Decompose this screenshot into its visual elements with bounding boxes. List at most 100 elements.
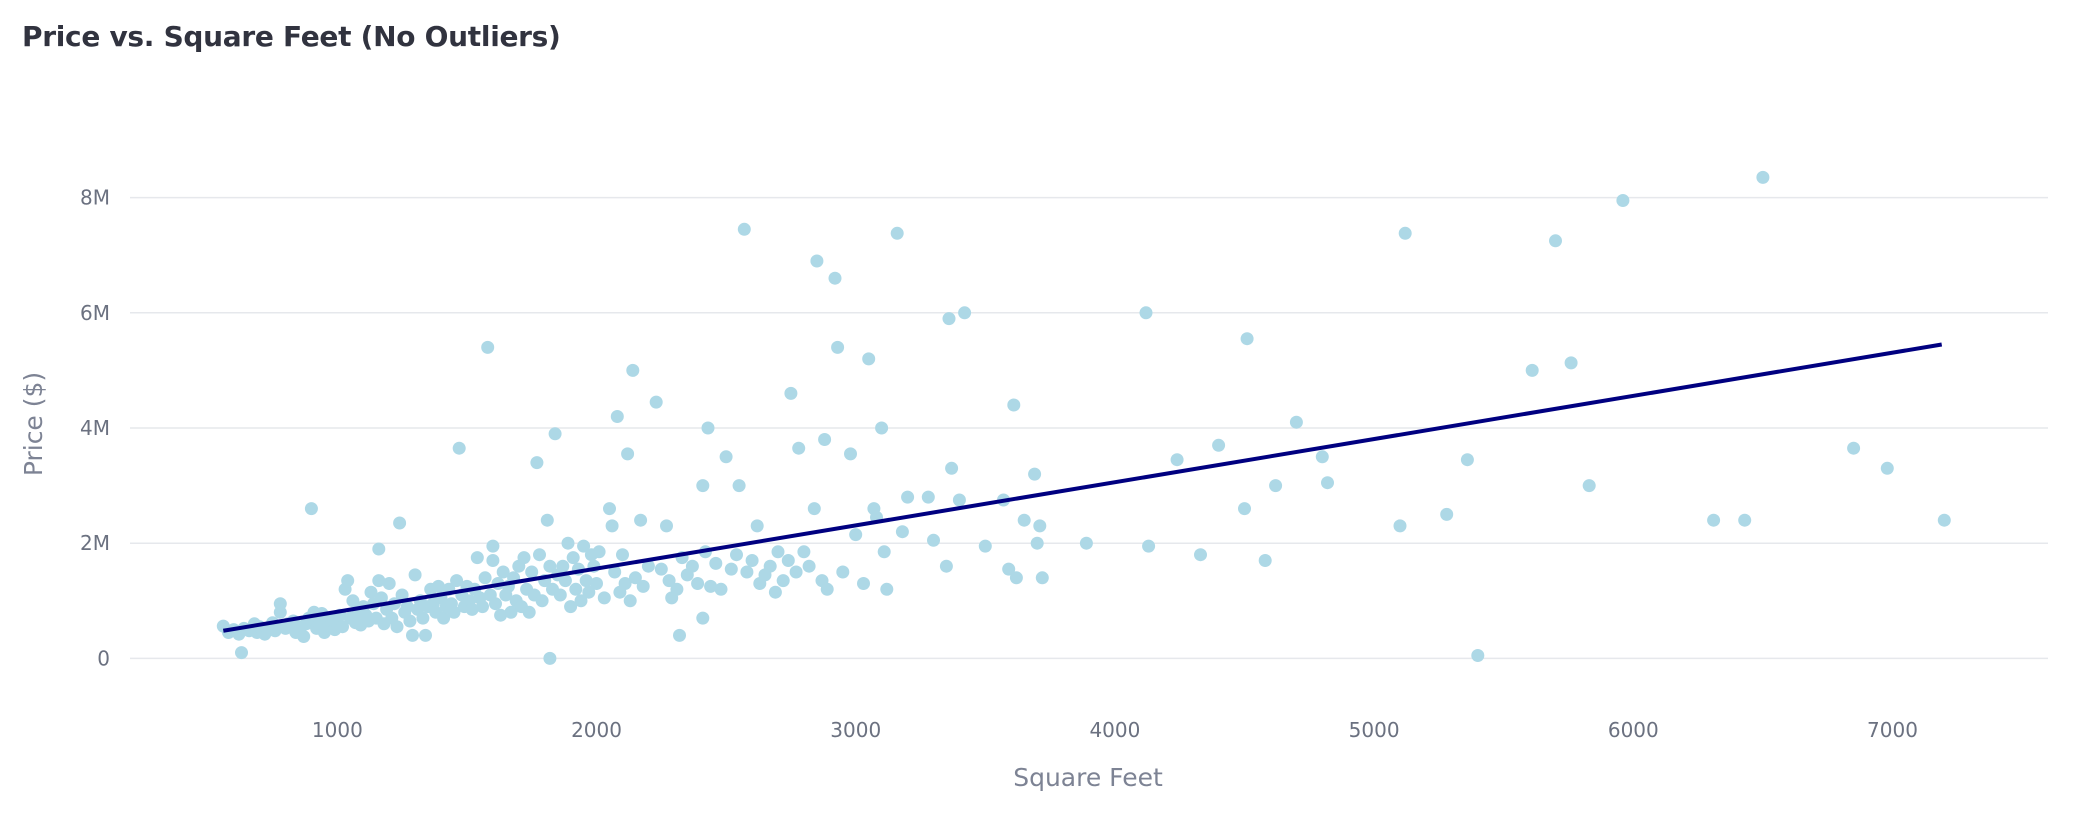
x-axis-label: Square Feet <box>1013 763 1163 792</box>
data-point <box>553 588 567 602</box>
data-point <box>1398 226 1412 240</box>
data-point <box>649 395 663 409</box>
data-point <box>1028 467 1042 481</box>
data-point <box>597 591 611 605</box>
data-point <box>1035 571 1049 585</box>
data-point <box>486 554 500 567</box>
data-point <box>802 559 816 573</box>
data-point <box>1582 479 1596 493</box>
data-point <box>776 574 790 588</box>
data-point <box>372 574 386 588</box>
data-point <box>496 565 510 579</box>
data-point <box>945 461 959 475</box>
data-point <box>701 421 715 435</box>
data-point <box>592 545 606 559</box>
data-point <box>1738 513 1752 527</box>
data-point <box>654 562 668 576</box>
data-point <box>696 479 710 493</box>
data-point <box>1440 507 1454 521</box>
data-point <box>1258 554 1272 567</box>
data-point <box>1937 513 1951 527</box>
data-point <box>732 479 746 493</box>
data-point <box>792 441 806 455</box>
data-point <box>978 539 992 553</box>
data-point <box>1393 519 1407 533</box>
data-point <box>447 605 461 619</box>
data-point <box>1212 438 1226 452</box>
data-point <box>605 519 619 533</box>
data-point <box>621 447 635 461</box>
y-axis-ticks: 0 2M 4M 6M 8M <box>80 186 110 671</box>
data-point <box>724 562 738 576</box>
data-point <box>364 585 378 599</box>
data-point <box>382 577 396 590</box>
trendline <box>222 342 1943 633</box>
data-point <box>1564 356 1578 370</box>
data-point <box>533 548 546 562</box>
data-point <box>737 222 751 236</box>
data-point <box>1549 234 1562 248</box>
data-point <box>374 591 388 605</box>
data-point <box>522 605 536 619</box>
data-point <box>437 611 451 625</box>
data-point <box>476 600 489 614</box>
y-tick-label: 6M <box>80 301 110 325</box>
data-point <box>566 551 580 565</box>
data-point <box>1315 450 1329 464</box>
data-point <box>1079 536 1093 550</box>
data-point <box>530 456 544 470</box>
data-point <box>641 559 655 573</box>
data-point <box>1707 513 1721 527</box>
data-point <box>336 620 349 634</box>
x-tick-label: 3000 <box>830 718 881 742</box>
data-point <box>901 490 915 504</box>
x-tick-label: 4000 <box>1089 718 1140 742</box>
data-point <box>478 571 492 585</box>
data-point <box>745 554 759 567</box>
data-point <box>548 427 562 441</box>
data-point <box>569 582 583 596</box>
data-point <box>895 525 909 539</box>
data-point <box>395 588 409 602</box>
data-point <box>844 447 857 461</box>
data-point <box>820 582 834 596</box>
data-point <box>235 646 248 660</box>
data-point <box>636 579 650 593</box>
data-point <box>789 565 803 579</box>
data-point <box>1289 415 1303 429</box>
gridlines <box>130 196 2048 660</box>
data-point <box>836 565 850 579</box>
data-point <box>486 539 500 553</box>
data-point <box>1471 649 1485 662</box>
x-axis-ticks: 1000 2000 3000 4000 5000 6000 7000 <box>312 718 1918 742</box>
data-point <box>610 410 624 423</box>
x-tick-label: 1000 <box>312 718 363 742</box>
data-point <box>880 582 894 596</box>
data-point <box>1460 453 1474 467</box>
data-point <box>1194 548 1207 562</box>
data-point <box>807 502 821 516</box>
data-point <box>730 548 743 562</box>
data-point <box>406 628 419 642</box>
data-point <box>618 577 632 590</box>
data-point <box>1616 194 1630 207</box>
data-point <box>797 545 811 559</box>
y-tick-label: 2M <box>80 531 110 555</box>
data-point <box>670 582 684 596</box>
data-point <box>857 577 870 590</box>
data-point <box>927 533 940 547</box>
data-point <box>556 559 570 573</box>
data-point <box>517 551 531 565</box>
data-point <box>1002 562 1016 576</box>
data-point <box>1847 441 1861 455</box>
data-point <box>390 620 404 634</box>
data-point <box>685 559 699 573</box>
data-point <box>1017 513 1031 527</box>
data-point <box>561 536 575 550</box>
data-point <box>696 611 710 625</box>
data-point <box>862 352 876 366</box>
x-tick-label: 2000 <box>571 718 622 742</box>
data-point <box>1033 519 1047 533</box>
data-point <box>1238 502 1251 516</box>
